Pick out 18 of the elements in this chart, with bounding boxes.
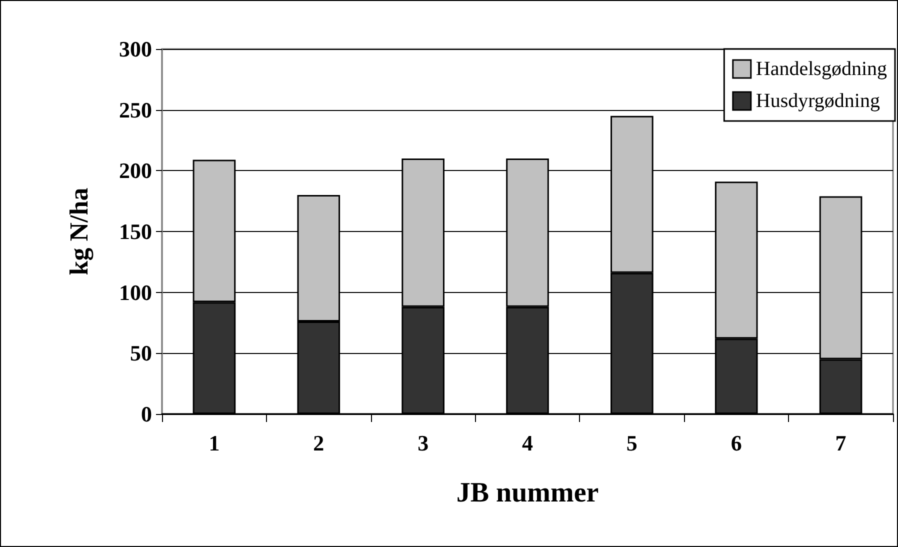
- legend-label: Handelsgødning: [756, 58, 887, 80]
- y-tick-label: 0: [141, 402, 152, 426]
- x-tick-label: 6: [730, 430, 742, 456]
- x-tick-label: 7: [835, 430, 846, 456]
- x-tick-label: 1: [208, 430, 220, 456]
- legend-label: Husdyrgødning: [756, 90, 880, 112]
- y-tick-label: 50: [130, 340, 152, 366]
- y-tick-label: 200: [119, 158, 152, 184]
- y-tick-label: 100: [119, 280, 152, 305]
- x-axis-title: JB nummer: [456, 478, 599, 508]
- y-tick-label: 250: [119, 97, 152, 122]
- x-tick-label: 4: [522, 430, 533, 456]
- y-axis-title: kg N/ha: [64, 188, 94, 276]
- y-tick-label: 300: [119, 36, 152, 62]
- x-tick-label: 3: [418, 430, 429, 456]
- x-tick-label: 2: [313, 430, 324, 456]
- x-tick-label: 5: [626, 430, 638, 456]
- y-tick-label: 150: [119, 219, 152, 244]
